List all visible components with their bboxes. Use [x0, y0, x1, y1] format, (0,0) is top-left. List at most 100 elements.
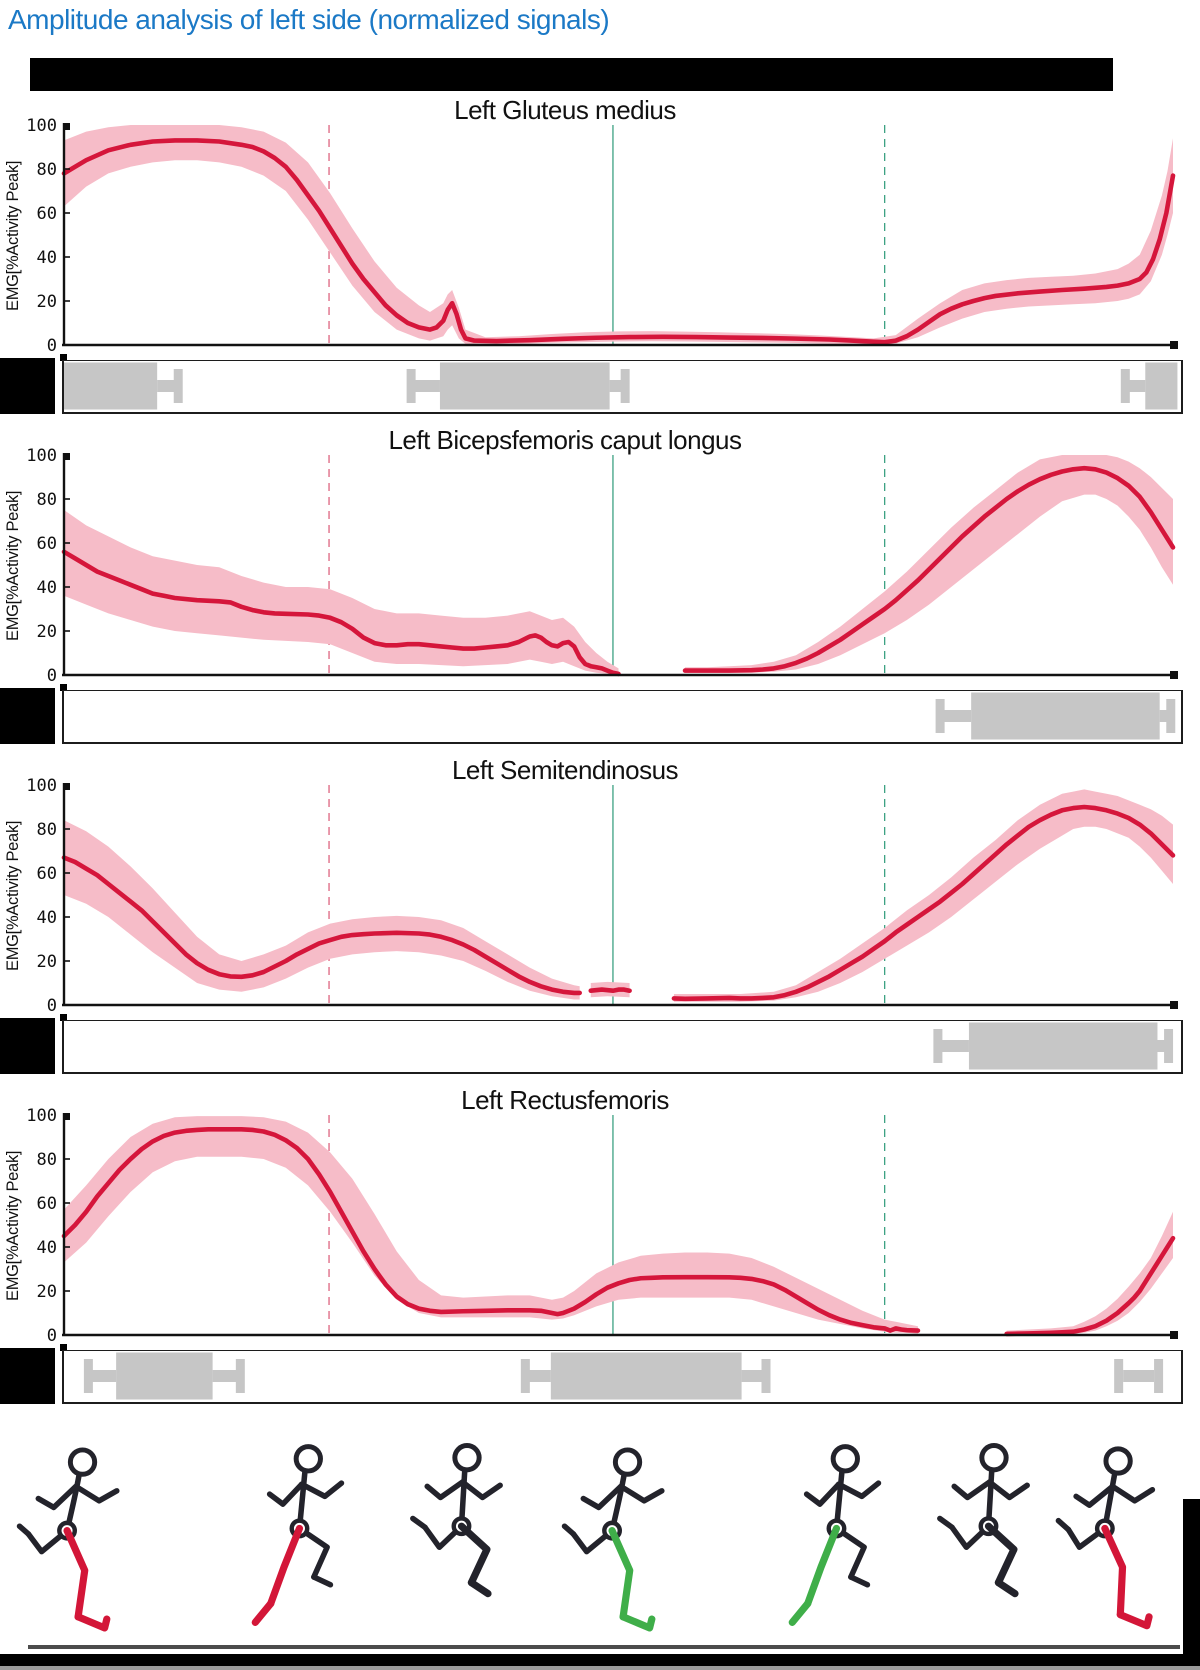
runner-sequence-strip	[0, 1438, 1200, 1650]
x-axis-end-tick	[1170, 1001, 1178, 1009]
activity-whisker	[741, 1370, 763, 1382]
activity-whisker	[91, 1370, 117, 1382]
emg-plot: 0 20 40 60 80 100	[26, 116, 1178, 353]
confidence-band	[673, 789, 1173, 1002]
activity-blocks	[933, 1022, 1174, 1070]
runner-figure-2-pushoff	[251, 1444, 345, 1626]
activity-whisker	[157, 380, 176, 392]
runner-left-leg	[984, 1522, 1018, 1587]
runner-body-segment	[949, 1523, 992, 1550]
y-axis-top-tick	[63, 783, 70, 790]
activity-whisker-cap	[1164, 1029, 1174, 1063]
y-tick-label: 20	[37, 952, 57, 972]
y-tick-label: 40	[37, 908, 57, 928]
confidence-band	[1006, 1211, 1173, 1335]
runner-head	[293, 1444, 323, 1474]
right-divider-bar	[1183, 1499, 1200, 1655]
activity-block	[1145, 362, 1178, 410]
activity-whisker	[528, 1370, 551, 1382]
runner-body-segment	[424, 1479, 466, 1501]
bar-left-black-box	[0, 688, 55, 744]
activity-whisker-cap	[83, 1359, 93, 1393]
runner-body-segment	[618, 1483, 665, 1504]
runner-body-segment	[937, 1515, 955, 1531]
runner-left-leg	[457, 1522, 491, 1587]
confidence-band	[64, 820, 580, 1000]
runner-left-leg	[63, 1527, 89, 1621]
bar-origin-tick	[60, 354, 67, 361]
runner-left-leg	[251, 1599, 275, 1626]
runner-head	[830, 1444, 860, 1474]
activity-whisker	[1157, 1040, 1166, 1052]
y-tick-label: 0	[47, 666, 57, 683]
bar-origin-tick	[60, 1014, 67, 1021]
bar-left-black-box	[0, 358, 55, 414]
ground-line	[28, 1645, 1180, 1649]
runner-body-segment	[833, 1525, 867, 1580]
runner-body-segment	[311, 1574, 334, 1588]
activity-bar-row	[0, 684, 1200, 745]
runner-body-segment	[1073, 1483, 1116, 1508]
runner-figure-4-contact	[561, 1447, 665, 1632]
confidence-band	[685, 455, 1173, 673]
y-tick-label: 100	[26, 776, 57, 796]
page-title: Amplitude analysis of left side (normali…	[8, 4, 610, 35]
emg-mean-line	[61, 549, 621, 677]
runner-body-segment	[848, 1574, 871, 1588]
activity-whisker-cap	[1154, 1359, 1164, 1393]
runner-head	[1103, 1446, 1133, 1476]
bar-left-black-box	[0, 1348, 55, 1404]
activity-whisker-cap	[933, 1029, 943, 1063]
y-tick-label: 40	[37, 578, 57, 598]
y-tick-label: 100	[26, 446, 57, 466]
bottom-gray-strip	[0, 1666, 1200, 1670]
activity-bar-frame	[62, 690, 1183, 744]
runner-body-segment	[561, 1523, 577, 1537]
runner-left-leg	[1101, 1524, 1127, 1619]
runner-body-segment	[298, 1480, 345, 1500]
emg-chart-module: Left Bicepsfemoris caput longus EMG[%Act…	[0, 425, 1200, 755]
activity-block	[116, 1352, 213, 1400]
runner-left-leg	[608, 1527, 634, 1621]
emg-mean-line	[61, 855, 582, 996]
x-axis-end-tick	[1170, 1331, 1178, 1339]
activity-block	[439, 362, 610, 410]
emg-mean-line	[1004, 1235, 1176, 1337]
emg-chart-module: Left Gluteus medius EMG[%Activity Peak] …	[0, 95, 1200, 425]
activity-block	[550, 1352, 742, 1400]
runner-body-segment	[570, 1527, 615, 1555]
activity-bar-frame	[62, 360, 1183, 414]
runner-head	[979, 1443, 1009, 1473]
runner-body-segment	[459, 1479, 503, 1501]
y-tick-label: 100	[26, 116, 57, 136]
runner-body-segment	[25, 1527, 70, 1555]
emg-plot: 0 20 40 60 80 100	[26, 1106, 1178, 1343]
runner-body-segment	[803, 1481, 842, 1507]
y-tick-label: 0	[47, 1326, 57, 1343]
activity-whisker	[940, 1040, 969, 1052]
runner-body-segment	[296, 1525, 330, 1580]
runner-left-leg	[619, 1613, 656, 1632]
runner-head	[452, 1443, 482, 1473]
runner-body-segment	[35, 1483, 79, 1511]
y-axis-top-tick	[63, 1113, 70, 1120]
y-tick-label: 40	[37, 248, 57, 268]
y-tick-label: 0	[47, 336, 57, 353]
activity-whisker	[1128, 380, 1146, 392]
activity-whisker	[212, 1370, 238, 1382]
chart-title: Left Bicepsfemoris caput longus	[388, 425, 742, 455]
runner-body-segment	[16, 1523, 32, 1537]
activity-block	[971, 692, 1160, 740]
bar-left-black-box	[0, 1018, 55, 1074]
emg-chart-module: Left Rectusfemoris EMG[%Activity Peak] 0…	[0, 1085, 1200, 1415]
emg-chart-module: Left Semitendinosus EMG[%Activity Peak] …	[0, 755, 1200, 1085]
bar-origin-tick	[60, 1344, 67, 1351]
y-tick-label: 20	[37, 622, 57, 642]
emg-mean-line	[61, 138, 1176, 345]
activity-blocks	[935, 692, 1176, 740]
activity-blocks	[83, 1352, 1164, 1400]
bar-origin-tick	[60, 684, 67, 691]
y-tick-label: 20	[37, 1282, 57, 1302]
runner-body-segment	[986, 1479, 1030, 1501]
